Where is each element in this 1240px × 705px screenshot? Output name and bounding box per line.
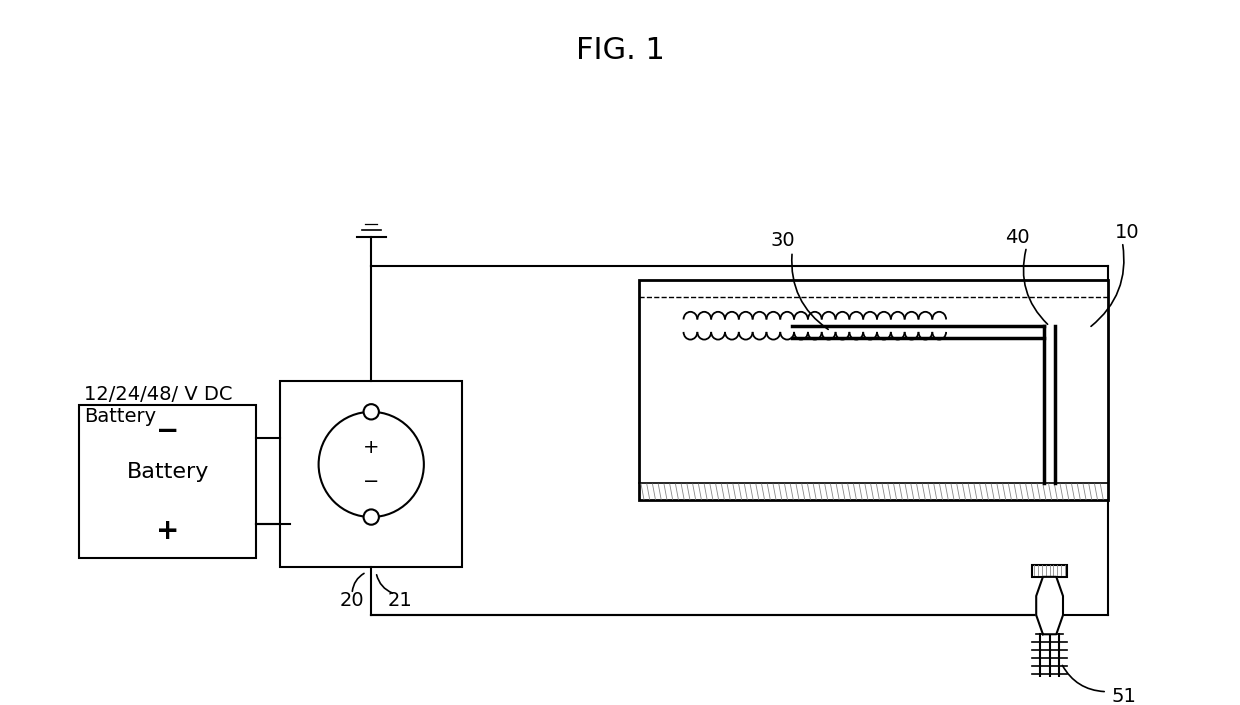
Text: Battery: Battery: [126, 462, 210, 482]
Text: −: −: [156, 417, 180, 446]
Bar: [79, 405, 257, 558]
Circle shape: [363, 404, 379, 419]
Text: 20: 20: [340, 591, 365, 611]
Text: 10: 10: [1115, 223, 1140, 242]
Text: 21: 21: [388, 591, 413, 611]
Bar: [1033, 565, 1066, 577]
Text: 51: 51: [1112, 687, 1137, 705]
Text: FIG. 1: FIG. 1: [575, 36, 665, 65]
Text: 40: 40: [1004, 228, 1029, 247]
Text: +: +: [156, 517, 180, 545]
Text: 12/24/48/ V DC
Battery: 12/24/48/ V DC Battery: [84, 386, 233, 427]
Bar: [639, 281, 1109, 501]
Text: −: −: [363, 472, 379, 491]
Polygon shape: [1037, 577, 1063, 634]
Bar: [1043, 682, 1056, 701]
Text: +: +: [363, 438, 379, 457]
Text: 30: 30: [770, 231, 795, 250]
Circle shape: [363, 510, 379, 525]
Bar: [280, 381, 463, 568]
